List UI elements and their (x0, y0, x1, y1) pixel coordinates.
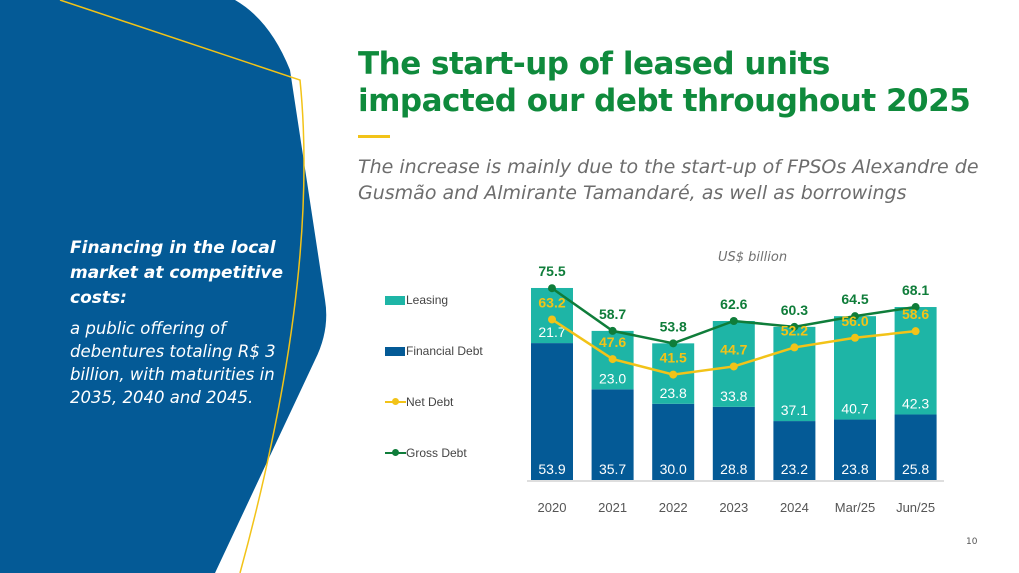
sidebar-body: a public offering of debentures totaling… (70, 319, 276, 407)
legend-item-financial-debt: Financial Debt (385, 343, 515, 359)
label-financial-debt: 35.7 (599, 461, 626, 477)
gross-debt-point (851, 312, 859, 321)
x-tick-label: Jun/25 (896, 500, 935, 515)
bar-financial-debt (773, 421, 816, 480)
label-financial-debt: 23.8 (841, 461, 868, 477)
label-gross-debt: 58.7 (599, 306, 626, 322)
label-leasing: 37.1 (781, 402, 808, 418)
net-debt-point (851, 333, 859, 342)
label-financial-debt: 25.8 (902, 461, 929, 477)
legend-label: Net Debt (406, 395, 454, 409)
label-gross-debt: 68.1 (902, 282, 929, 298)
net-debt-point (790, 343, 799, 352)
gross-debt-point (729, 316, 738, 325)
label-gross-debt: 60.3 (781, 302, 808, 318)
label-net-debt: 41.5 (660, 350, 687, 366)
page-title: The start-up of leased units impacted ou… (358, 46, 971, 119)
legend-label: Leasing (406, 293, 449, 307)
bar-financial-debt (834, 419, 876, 480)
bar-leasing (834, 316, 876, 420)
x-tick-label: 2021 (598, 500, 627, 515)
label-financial-debt: 23.2 (781, 461, 808, 477)
net-debt-point (608, 355, 617, 364)
bar-financial-debt (652, 403, 695, 480)
label-financial-debt: 30.0 (660, 461, 687, 477)
net-debt-line-icon (385, 398, 406, 405)
label-net-debt: 58.6 (902, 306, 929, 322)
x-tick-label: Mar/25 (835, 500, 875, 515)
net-debt-point (548, 315, 556, 324)
x-tick-label: 2023 (719, 500, 748, 515)
legend-item-net-debt: Net Debt (385, 394, 515, 410)
blue-panel (0, 0, 327, 573)
financial-debt-swatch-icon (385, 347, 405, 356)
label-leasing: 21.7 (538, 324, 565, 340)
label-gross-debt: 75.5 (538, 263, 565, 279)
label-net-debt: 47.6 (599, 334, 626, 350)
legend-label: Gross Debt (406, 446, 467, 460)
label-gross-debt: 64.5 (841, 291, 868, 307)
gross-debt-point (608, 326, 617, 335)
label-leasing: 42.3 (902, 395, 929, 411)
leasing-swatch-icon (385, 296, 405, 305)
title-underline (358, 135, 390, 138)
net-debt-point (911, 327, 920, 336)
label-leasing: 23.0 (599, 370, 626, 386)
label-financial-debt: 53.9 (538, 461, 565, 477)
label-net-debt: 52.2 (781, 322, 808, 338)
bar-financial-debt (894, 414, 937, 480)
gross-debt-point (669, 339, 678, 348)
legend-item-gross-debt: Gross Debt (385, 445, 515, 461)
label-net-debt: 44.7 (720, 341, 747, 357)
unit-label: US$ billion (718, 250, 788, 265)
legend-item-leasing: Leasing (385, 292, 515, 308)
page-subtitle: The increase is mainly due to the start-… (358, 156, 979, 204)
label-financial-debt: 28.8 (720, 461, 747, 477)
gross-debt-point (790, 322, 799, 331)
gross-debt-point (911, 303, 920, 312)
label-gross-debt: 53.8 (660, 318, 687, 334)
label-leasing: 23.8 (660, 385, 687, 401)
gross-debt-line-icon (385, 449, 406, 456)
label-leasing: 40.7 (841, 401, 868, 417)
gross-debt-point (548, 284, 556, 293)
bar-financial-debt (712, 406, 755, 480)
x-tick-label: 2020 (538, 500, 567, 515)
bar-leasing (773, 326, 816, 422)
sidebar-heading: Financing in the local market at competi… (70, 238, 284, 308)
label-net-debt: 56.0 (841, 313, 868, 329)
legend-label: Financial Debt (406, 344, 483, 358)
bar-leasing (894, 307, 937, 415)
x-tick-label: 2024 (780, 500, 809, 515)
x-tick-label: 2022 (659, 500, 688, 515)
bar-financial-debt (531, 343, 573, 480)
net-debt-point (669, 370, 678, 379)
label-leasing: 33.8 (720, 388, 747, 404)
page-number: 10 (966, 537, 978, 547)
yellow-arc-line (59, 0, 305, 573)
bar-financial-debt (591, 389, 634, 480)
label-net-debt: 63.2 (538, 294, 565, 310)
label-gross-debt: 62.6 (720, 296, 747, 312)
net-debt-point (729, 362, 738, 371)
